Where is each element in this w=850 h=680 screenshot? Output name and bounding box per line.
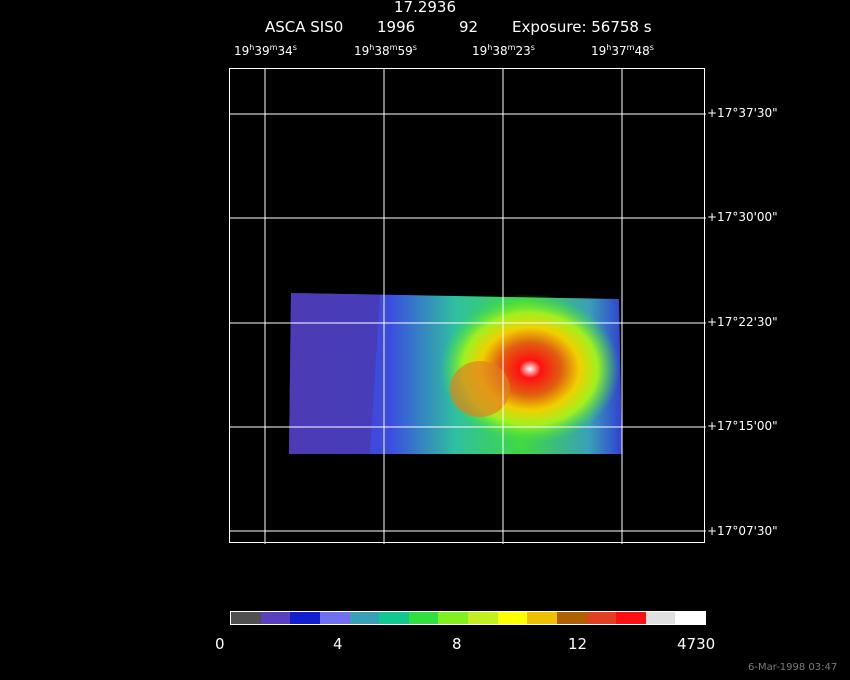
colorbar-swatch [527, 612, 557, 624]
timestamp: 6-Mar-1998 03:47 [748, 662, 838, 673]
colorbar-swatch [408, 612, 439, 624]
mission-label: ASCA SIS0 [265, 18, 344, 36]
colorbar-label-max: 4730 [677, 635, 716, 653]
colorbar-swatch [260, 612, 291, 624]
colorbar [230, 611, 706, 625]
colorbar-swatch [290, 612, 320, 624]
ra-label-4: 19h37m48s [591, 43, 654, 58]
colorbar-swatch [645, 612, 676, 624]
ra-label-1: 19h39m34s [234, 43, 297, 58]
detector-edge-left [289, 293, 380, 454]
colorbar-label-0: 0 [215, 635, 225, 653]
exposure-label: Exposure: 56758 s [512, 18, 652, 36]
colorbar-swatch [675, 612, 705, 624]
dec-label-3: +17°22'30" [707, 315, 778, 329]
dec-label-1: +17°37'30" [707, 106, 778, 120]
colorbar-swatch [231, 612, 261, 624]
dec-label-5: +17°07'30" [707, 524, 778, 538]
colorbar-swatch [319, 612, 350, 624]
emission-secondary [450, 361, 510, 417]
day-label: 92 [459, 18, 479, 36]
colorbar-swatch [438, 612, 468, 624]
colorbar-swatch [556, 612, 587, 624]
image-frame[interactable] [229, 68, 706, 544]
coordinate-grid [230, 69, 706, 544]
colorbar-label-12: 12 [568, 635, 588, 653]
colorbar-swatch [616, 612, 646, 624]
xray-image [230, 69, 706, 544]
image-value-title: 17.2936 [393, 0, 457, 16]
ra-label-2: 19h38m59s [354, 43, 417, 58]
colorbar-swatch [497, 612, 528, 624]
colorbar-swatch [468, 612, 498, 624]
colorbar-label-4: 4 [333, 635, 343, 653]
colorbar-label-8: 8 [452, 635, 462, 653]
colorbar-swatch [586, 612, 617, 624]
dec-label-2: +17°30'00" [707, 210, 778, 224]
dec-label-4: +17°15'00" [707, 419, 778, 433]
colorbar-swatch [349, 612, 380, 624]
year-label: 1996 [377, 18, 416, 36]
ra-label-3: 19h38m23s [472, 43, 535, 58]
colorbar-swatch [379, 612, 409, 624]
